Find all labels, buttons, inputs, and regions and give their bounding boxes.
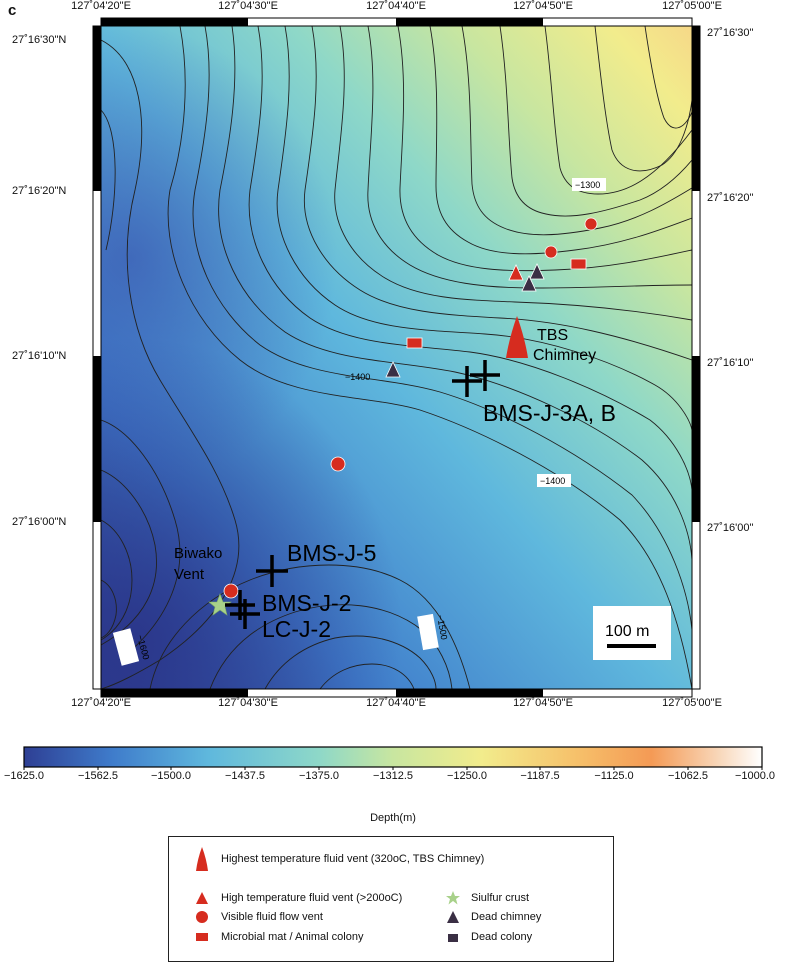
visible-vent-marker-4 xyxy=(223,583,239,599)
legend-high-temp-icon xyxy=(196,892,208,904)
colorbar-label-11: −1000.0 xyxy=(734,770,776,782)
legend-dead-chimney-label: Dead chimney xyxy=(471,911,542,923)
colorbar-label-8: −1187.5 xyxy=(520,770,560,782)
drill-lc-j-2 xyxy=(230,599,260,629)
legend-sulfur-label: Siulfur crust xyxy=(471,892,530,904)
lon-tick-bottom-1: 127˚04'20"E xyxy=(71,697,131,709)
lon-tick-top-3: 127˚04'40"E xyxy=(366,0,426,12)
chimney-label: Chimney xyxy=(533,347,596,364)
dead-chimney-marker-3 xyxy=(385,361,401,378)
lat-tick-left-3: 27˚16'10"N xyxy=(12,350,67,362)
colorbar-label-6: −1312.5 xyxy=(372,770,414,782)
bathymetry-map: −1300 −1400 −1400 −1500 −1600 TBS Chimne… xyxy=(92,17,701,698)
legend-visible-vent-icon xyxy=(196,911,208,923)
lon-tick-top-5: 127˚05'00"E xyxy=(662,0,722,12)
legend-microbial-label: Microbial mat / Animal colony xyxy=(221,931,364,943)
sulfur-crust-marker xyxy=(208,593,232,616)
frame-ticks-right xyxy=(691,25,701,690)
colorbar-label-1: −1625.0 xyxy=(3,770,45,782)
colorbar-label-2: −1562.5 xyxy=(77,770,119,782)
lon-tick-bottom-5: 127˚05'00"E xyxy=(662,697,722,709)
highest-temp-vent-marker xyxy=(506,316,528,358)
drill-bms-j-3b xyxy=(470,360,500,391)
lat-tick-right-1: 27˚16'30" xyxy=(707,27,754,39)
frame-ticks-top xyxy=(100,17,693,27)
microbial-mat-marker-1 xyxy=(570,258,587,270)
colorbar-ramp xyxy=(23,746,763,768)
lat-tick-left-2: 27˚16'20"N xyxy=(12,185,67,197)
lc-j-2-label: LC-J-2 xyxy=(262,616,331,642)
visible-vent-marker-2 xyxy=(544,245,558,259)
legend-highest-temp-icon xyxy=(196,847,208,871)
vent-label: Vent xyxy=(174,566,205,583)
lat-tick-left-1: 27˚16'30"N xyxy=(12,34,67,46)
lon-tick-bottom-4: 127˚04'50"E xyxy=(513,697,573,709)
contour-label-1400a: −1400 xyxy=(345,372,370,382)
legend-high-temp-label: High temperature fluid vent (>200oC) xyxy=(221,892,403,904)
tbs-label: TBS xyxy=(537,327,568,344)
dead-chimney-marker-1 xyxy=(529,263,545,280)
colorbar-label-4: −1437.5 xyxy=(224,770,266,782)
bms-j-3ab-label: BMS-J-3A, B xyxy=(483,400,616,426)
legend-sulfur-icon xyxy=(446,891,460,905)
drill-bms-j-3a xyxy=(452,366,482,397)
legend-visible-vent-label: Visible fluid flow vent xyxy=(221,911,323,923)
visible-vent-marker-1 xyxy=(584,217,598,231)
drill-bms-j-5 xyxy=(256,555,288,587)
colorbar-label-9: −1125.0 xyxy=(594,770,634,782)
legend-dead-colony-icon xyxy=(448,934,458,942)
high-temp-vent-marker xyxy=(508,264,524,281)
contour-label-1500: −1500 xyxy=(435,614,449,641)
scale-bar-label: 100 m xyxy=(605,623,649,640)
visible-vent-marker-3 xyxy=(330,456,346,472)
lat-tick-right-3: 27˚16'10" xyxy=(707,357,754,369)
colorbar-label-3: −1500.0 xyxy=(150,770,192,782)
contour-label-1300: −1300 xyxy=(575,180,600,190)
biwako-label: Biwako xyxy=(174,545,222,562)
legend-microbial-icon xyxy=(196,933,208,941)
lon-tick-top-1: 127˚04'20"E xyxy=(71,0,131,12)
lon-tick-bottom-2: 127˚04'30"E xyxy=(218,697,278,709)
frame-ticks-bottom xyxy=(100,688,693,698)
colorbar-label-10: −1062.5 xyxy=(667,770,709,782)
depth-colorbar xyxy=(23,746,763,770)
contour-label-1400b: −1400 xyxy=(540,476,565,486)
dead-chimney-marker-2 xyxy=(521,275,537,292)
colorbar-label-5: −1375.0 xyxy=(298,770,340,782)
lon-tick-top-2: 127˚04'30"E xyxy=(218,0,278,12)
lat-tick-right-4: 27˚16'00" xyxy=(707,522,754,534)
microbial-mat-marker-2 xyxy=(406,337,423,349)
contour-label-group: −1300 −1400 −1400 −1500 −1600 xyxy=(112,178,606,666)
legend-dead-colony-label: Dead colony xyxy=(471,931,533,943)
lon-tick-top-4: 127˚04'50"E xyxy=(513,0,573,12)
drill-sites xyxy=(225,360,500,629)
bms-j-5-label: BMS-J-5 xyxy=(287,540,376,566)
panel-letter: c xyxy=(8,2,17,19)
legend-highest-temp-label: Highest temperature fluid vent (320oC, T… xyxy=(221,853,485,865)
scale-bar: 100 m xyxy=(593,606,671,660)
contour-lines xyxy=(101,26,692,689)
lat-tick-left-4: 27˚16'00"N xyxy=(12,516,67,528)
lon-tick-bottom-3: 127˚04'40"E xyxy=(366,697,426,709)
lat-tick-right-2: 27˚16'20" xyxy=(707,192,754,204)
frame-ticks-left xyxy=(92,25,102,690)
legend-dead-chimney-icon xyxy=(447,911,459,923)
colorbar-title: Depth(m) xyxy=(370,812,416,824)
colorbar-label-7: −1250.0 xyxy=(446,770,488,782)
bms-j-2-label: BMS-J-2 xyxy=(262,590,351,616)
legend-box: Highest temperature fluid vent (320oC, T… xyxy=(168,836,614,962)
